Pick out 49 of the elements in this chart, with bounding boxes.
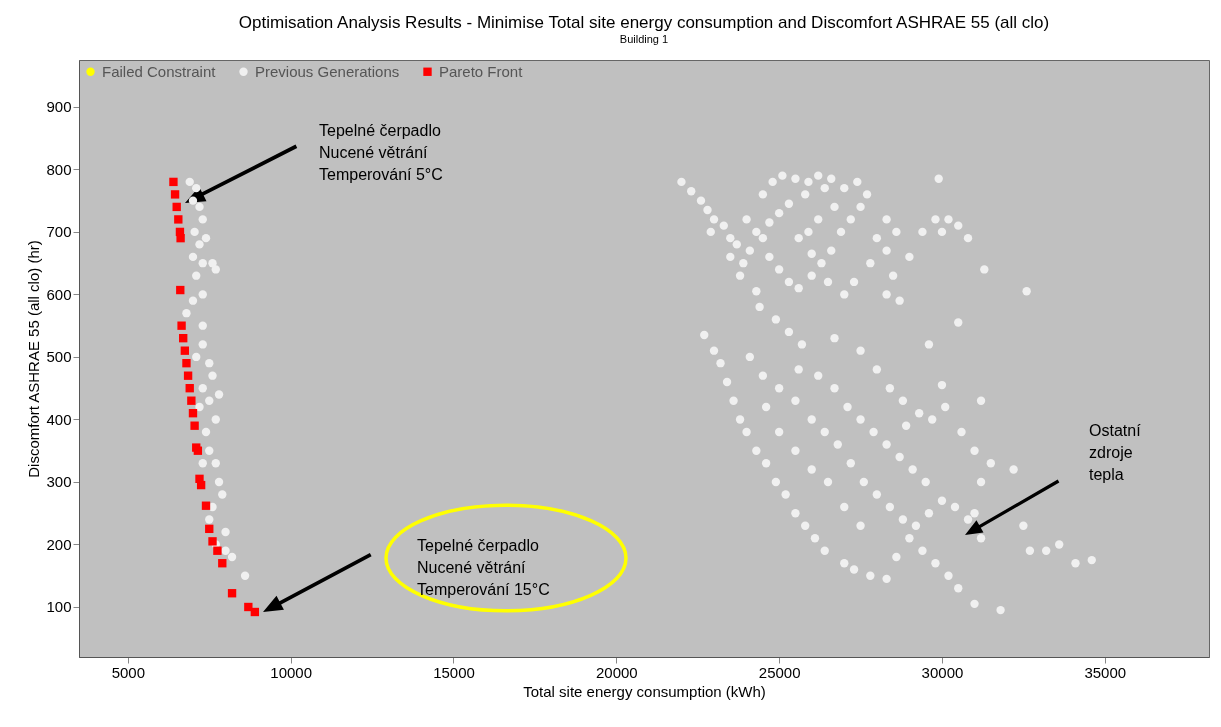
point <box>187 396 196 405</box>
point <box>169 177 178 187</box>
y-tick-label: 600 <box>46 285 72 303</box>
point <box>183 371 193 380</box>
point <box>172 202 181 212</box>
point <box>227 589 237 598</box>
x-tick-label: 15000 <box>433 663 475 681</box>
point <box>185 384 194 393</box>
x-tick-label: 5000 <box>111 663 146 681</box>
point <box>180 346 190 355</box>
x-tick-label: 10000 <box>270 663 313 681</box>
point <box>196 480 206 490</box>
y-tick-label: 800 <box>46 160 72 178</box>
y-tick-label: 900 <box>46 98 72 116</box>
point <box>205 524 214 534</box>
point <box>250 607 260 617</box>
x-tick-label: 20000 <box>595 663 638 681</box>
y-tick-label: 400 <box>46 410 72 428</box>
point <box>218 559 227 568</box>
chart-subtitle: Building 1 <box>619 33 669 45</box>
point <box>176 233 185 243</box>
y-tick-label: 300 <box>46 473 72 491</box>
point <box>244 602 253 612</box>
legend-label: Previous Generations <box>255 62 400 80</box>
point <box>201 501 211 510</box>
point <box>174 215 183 224</box>
y-tick-label: 700 <box>46 223 72 241</box>
point <box>213 546 222 555</box>
x-tick-label: 35000 <box>1084 663 1127 681</box>
x-tick-label: 30000 <box>921 663 964 681</box>
annotation: Ostatní zdroje tepla <box>1089 422 1142 483</box>
point <box>179 334 188 343</box>
y-tick-label: 200 <box>46 535 72 553</box>
y-axis-title: Discomfort ASHRAE 55 (all clo) (hr) <box>25 240 43 478</box>
x-axis-title: Total site energy consumption (kWh) <box>523 682 766 700</box>
point <box>190 421 199 430</box>
point <box>182 359 191 368</box>
point <box>177 321 186 330</box>
chart-title: Optimisation Analysis Results - Minimise Total site energy consumption and Discomfort ASHRAE 55 (all clo) <box>238 13 1050 32</box>
y-tick-label: 100 <box>46 598 72 616</box>
annotation: Tepelné čerpadlo Nucené větrání Temperování 15°C <box>417 537 550 598</box>
legend-label: Pareto Front <box>439 62 524 80</box>
point <box>176 285 185 295</box>
annotation: Tepelné čerpadlo Nucené větrání Temperování 5°C <box>319 122 443 183</box>
point <box>170 190 180 199</box>
x-tick-label: 25000 <box>758 663 801 681</box>
legend-label: Failed Constraint <box>102 62 217 80</box>
y-tick-label: 500 <box>46 348 72 366</box>
point <box>188 409 198 418</box>
